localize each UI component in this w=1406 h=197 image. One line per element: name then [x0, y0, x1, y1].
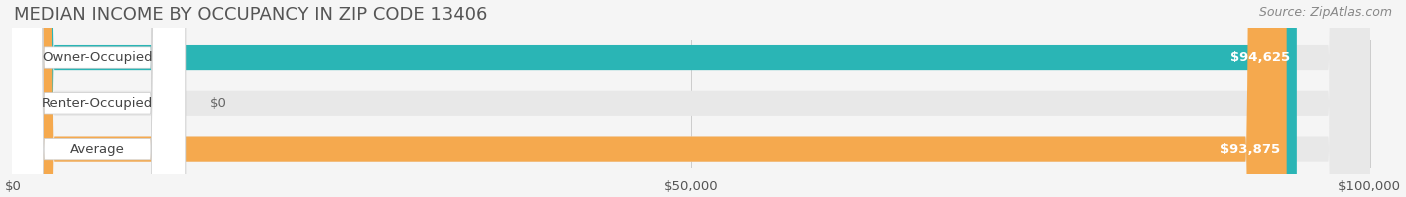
- FancyBboxPatch shape: [13, 0, 1369, 197]
- Text: Owner-Occupied: Owner-Occupied: [42, 51, 153, 64]
- FancyBboxPatch shape: [10, 0, 186, 197]
- Text: Average: Average: [70, 143, 125, 156]
- Text: MEDIAN INCOME BY OCCUPANCY IN ZIP CODE 13406: MEDIAN INCOME BY OCCUPANCY IN ZIP CODE 1…: [14, 6, 488, 24]
- FancyBboxPatch shape: [13, 0, 1369, 197]
- Text: $93,875: $93,875: [1220, 143, 1279, 156]
- FancyBboxPatch shape: [13, 0, 1286, 197]
- FancyBboxPatch shape: [10, 0, 186, 197]
- Text: $94,625: $94,625: [1230, 51, 1291, 64]
- Text: $0: $0: [209, 97, 226, 110]
- FancyBboxPatch shape: [10, 0, 186, 197]
- Text: Source: ZipAtlas.com: Source: ZipAtlas.com: [1258, 6, 1392, 19]
- FancyBboxPatch shape: [13, 0, 1296, 197]
- Text: Renter-Occupied: Renter-Occupied: [42, 97, 153, 110]
- FancyBboxPatch shape: [13, 0, 1369, 197]
